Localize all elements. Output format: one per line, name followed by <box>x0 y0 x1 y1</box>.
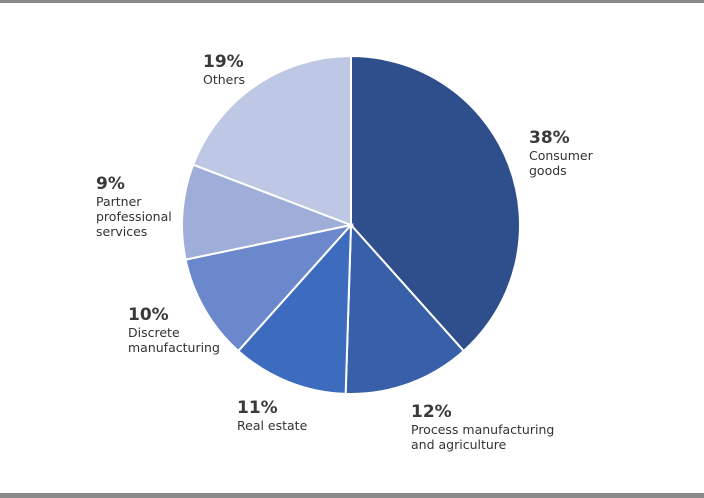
slice-percent: 12% <box>411 402 452 422</box>
pie-slice-discrete-manufacturing <box>184 223 354 353</box>
slice-percent: 38% <box>529 128 570 148</box>
slice-category: Discrete manufacturing <box>128 325 220 355</box>
slice-label-others: 19% Others <box>203 52 245 87</box>
bottom-border <box>0 493 704 498</box>
slice-label-discrete-manufacturing: 10% Discrete manufacturing <box>128 305 220 355</box>
top-border <box>0 0 704 3</box>
slice-percent: 10% <box>128 305 169 325</box>
slice-category: Process manufacturing and agriculture <box>411 422 555 452</box>
slice-label-consumer-goods: 38% Consumer goods <box>529 128 593 178</box>
pie-slice-real-estate <box>236 222 353 395</box>
slice-percent: 19% <box>203 52 244 72</box>
slice-label-real-estate: 11% Real estate <box>237 398 307 433</box>
slice-category: Real estate <box>237 418 308 433</box>
pie-slice-process-manufacturing <box>344 222 466 395</box>
slice-category: Partner professional services <box>96 194 172 239</box>
pie-slice-partner-professional-services <box>181 163 355 261</box>
pie-slice-consumer-goods <box>350 54 521 353</box>
slice-label-process-manufacturing: 12% Process manufacturing and agricultur… <box>411 402 554 452</box>
pie-slice-others <box>191 54 352 227</box>
pie-slices <box>181 54 521 395</box>
slice-category: Others <box>203 72 246 87</box>
slice-percent: 11% <box>237 398 278 418</box>
slice-category: Consumer goods <box>529 148 593 178</box>
slice-percent: 9% <box>96 174 125 194</box>
slice-label-partner-professional-services: 9% Partner professional services <box>96 174 172 239</box>
